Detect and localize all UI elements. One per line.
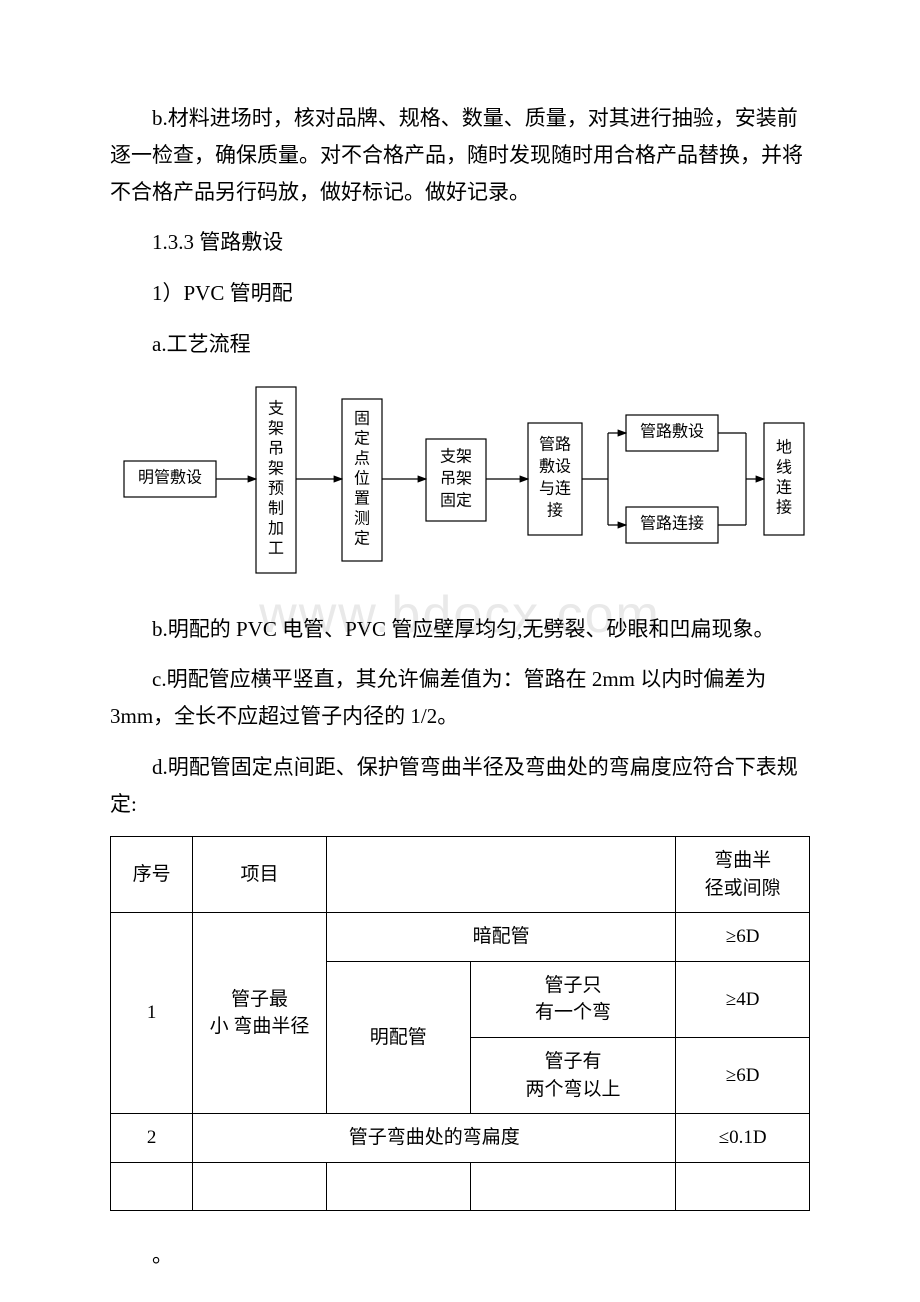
th-blank (326, 837, 675, 913)
heading-a-process: a.工艺流程 (110, 326, 810, 363)
heading-1-3-3: 1.3.3 管路敷设 (110, 224, 810, 261)
svg-text:固: 固 (354, 410, 370, 427)
svg-text:点: 点 (354, 449, 370, 467)
svg-text:制: 制 (268, 499, 284, 517)
table-row: 2 管子弯曲处的弯扁度 ≤0.1D (111, 1114, 810, 1163)
svg-text:预: 预 (268, 479, 284, 497)
cell-cond-2-l2: 两个弯以上 (526, 1079, 621, 1100)
cell-sub-surface: 明配管 (326, 961, 470, 1113)
svg-text:定: 定 (354, 429, 370, 447)
cell-seq-1: 1 (111, 913, 193, 1114)
th-item: 项目 (193, 837, 327, 913)
cell-item-1-l2: 小 弯曲半径 (210, 1016, 310, 1037)
svg-text:连: 连 (776, 478, 792, 496)
paragraph-b-materials: b.材料进场时，核对品牌、规格、数量、质量，对其进行抽验，安装前逐一检查，确保质… (110, 100, 810, 210)
process-flowchart: 明管敷设支架吊架预制加工固定点位置测定支架吊架固定管路敷设与连接管路敷设管路连接… (110, 377, 810, 587)
svg-text:明管敷设: 明管敷设 (138, 467, 202, 486)
cell-cond-1-l2: 有一个弯 (535, 1002, 611, 1023)
empty-cell (193, 1162, 327, 1211)
table-header-row: 序号 项目 弯曲半 径或间隙 (111, 837, 810, 913)
cell-val-3: ≥6D (676, 1037, 810, 1113)
svg-text:吊架: 吊架 (440, 469, 472, 487)
page-content: b.材料进场时，核对品牌、规格、数量、质量，对其进行抽验，安装前逐一检查，确保质… (110, 100, 810, 1269)
spec-table: 序号 项目 弯曲半 径或间隙 1 管子最 小 弯曲半径 暗配管 ≥6D 明配管 (110, 836, 810, 1211)
cell-item-2: 管子弯曲处的弯扁度 (193, 1114, 676, 1163)
svg-text:吊: 吊 (268, 440, 284, 457)
svg-text:架: 架 (268, 419, 284, 437)
cell-cond-2: 管子有 两个弯以上 (470, 1037, 676, 1113)
svg-text:固定: 固定 (440, 491, 472, 509)
cell-cond-1-l1: 管子只 (545, 975, 602, 996)
cell-seq-2: 2 (111, 1114, 193, 1163)
svg-text:测: 测 (354, 509, 370, 527)
svg-text:接: 接 (776, 498, 792, 516)
svg-text:接: 接 (547, 501, 563, 519)
heading-pvc: 1）PVC 管明配 (110, 275, 810, 312)
empty-cell (111, 1162, 193, 1211)
empty-cell (470, 1162, 676, 1211)
flowchart-svg: 明管敷设支架吊架预制加工固定点位置测定支架吊架固定管路敷设与连接管路敷设管路连接… (110, 377, 810, 587)
paragraph-c-tolerance: c.明配管应横平竖直，其允许偏差值为：管路在 2mm 以内时偏差为 3mm，全长… (110, 661, 810, 735)
cell-cond-1: 管子只 有一个弯 (470, 961, 676, 1037)
svg-text:管路连接: 管路连接 (640, 514, 704, 532)
th-radius: 弯曲半 径或间隙 (676, 837, 810, 913)
table-row-empty (111, 1162, 810, 1211)
svg-text:管路敷设: 管路敷设 (640, 421, 704, 440)
paragraph-b-pvc-quality: b.明配的 PVC 电管、PVC 管应壁厚均匀,无劈裂、砂眼和凹扁现象。 (110, 611, 810, 648)
svg-text:位: 位 (354, 469, 370, 487)
svg-text:置: 置 (354, 490, 370, 507)
spec-table-wrap: 序号 项目 弯曲半 径或间隙 1 管子最 小 弯曲半径 暗配管 ≥6D 明配管 (110, 836, 810, 1211)
svg-text:与连: 与连 (539, 479, 571, 497)
cell-val-4: ≤0.1D (676, 1114, 810, 1163)
cell-val-2: ≥4D (676, 961, 810, 1037)
cell-val-1: ≥6D (676, 913, 810, 962)
svg-text:管路: 管路 (539, 435, 571, 453)
cell-item-1-l1: 管子最 (231, 989, 288, 1010)
svg-text:线: 线 (776, 458, 792, 476)
svg-text:架: 架 (268, 459, 284, 477)
trailing-period: 。 (110, 1239, 810, 1269)
cell-cond-2-l1: 管子有 (545, 1051, 602, 1072)
svg-text:支架: 支架 (440, 447, 472, 465)
table-row: 1 管子最 小 弯曲半径 暗配管 ≥6D (111, 913, 810, 962)
empty-cell (676, 1162, 810, 1211)
th-radius-l2: 径或间隙 (705, 878, 781, 899)
svg-text:敷设: 敷设 (539, 456, 571, 475)
th-radius-l1: 弯曲半 (714, 850, 771, 871)
empty-cell (326, 1162, 470, 1211)
paragraph-d-table-intro: d.明配管固定点间距、保护管弯曲半径及弯曲处的弯扁度应符合下表规定: (110, 749, 810, 823)
svg-text:工: 工 (268, 540, 284, 557)
th-seq: 序号 (111, 837, 193, 913)
svg-text:地: 地 (776, 438, 792, 456)
cell-item-1: 管子最 小 弯曲半径 (193, 913, 327, 1114)
svg-text:支: 支 (268, 399, 284, 417)
cell-sub-dark: 暗配管 (326, 913, 675, 962)
svg-text:加: 加 (268, 519, 284, 537)
svg-text:定: 定 (354, 529, 370, 547)
